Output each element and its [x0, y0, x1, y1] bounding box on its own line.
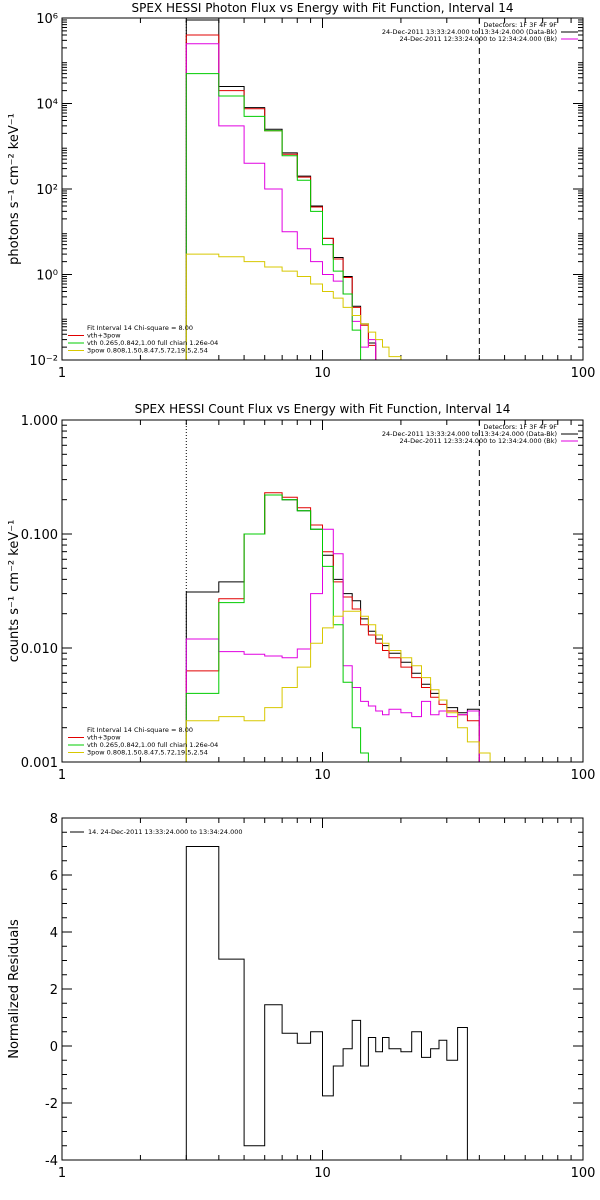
y-axis-label: photons s⁻¹ cm⁻² keV⁻¹	[7, 113, 22, 265]
y-tick-label: 0.100	[21, 528, 58, 543]
legend-top-entry: Detectors: 1F 3F 4F 9F	[483, 21, 557, 29]
x-tick-label: 1	[58, 1166, 66, 1181]
legend-top-entry: 24-Dec-2011 13:33:24.000 to 13:34:24.000…	[382, 430, 557, 438]
chart-panel-3: Normalized Residuals 1 10 100 -4 -2 0 2 4 6 8 14. 2…	[7, 812, 595, 1181]
legend-top-entry: Detectors: 1F 3F 4F 9F	[483, 423, 557, 431]
x-tick-label: 100	[571, 1166, 596, 1181]
y-tick-label: 10²	[36, 183, 58, 198]
y-axis-label: counts s⁻¹ cm⁻² keV⁻¹	[7, 520, 22, 663]
series-line-vth	[185, 73, 480, 360]
series-group	[185, 19, 480, 360]
series-line-data-bk	[185, 19, 480, 360]
x-minor-ticks	[62, 818, 583, 1160]
y-tick-label: 0.001	[21, 756, 58, 771]
x-minor-ticks	[62, 420, 583, 762]
x-tick-label: 100	[571, 366, 596, 381]
y-tick-label: 0	[50, 1040, 58, 1055]
legend-top-entry: 24-Dec-2011 12:33:24.000 to 12:34:24.000…	[400, 437, 558, 445]
x-tick-label: 10	[314, 1166, 331, 1181]
series-line-14-24-dec-2011-13-33-24-000-to-13-34-24-000	[185, 846, 480, 1160]
y-tick-label: -4	[45, 1154, 58, 1169]
series-group	[185, 492, 512, 762]
series-group	[185, 846, 480, 1160]
series-line-bk	[185, 528, 480, 762]
y-tick-label: 10⁴	[36, 98, 58, 113]
legend-bottom-entry: vth 0.265,0.842,1.00 full chian 1.26e-04	[87, 741, 218, 749]
plot-frame	[61, 17, 584, 361]
y-tick-label: 1.000	[21, 414, 58, 429]
plot-frame	[61, 817, 584, 1161]
y-tick-label: 0.010	[21, 642, 58, 657]
x-tick-label: 100	[571, 768, 596, 783]
series-line-vth-3pow	[185, 492, 480, 762]
x-tick-label: 1	[58, 366, 66, 381]
series-line-vth	[185, 494, 480, 762]
legend-top-entry: 24-Dec-2011 12:33:24.000 to 12:34:24.000…	[400, 35, 558, 43]
chart-title: SPEX HESSI Photon Flux vs Energy with Fi…	[132, 1, 514, 15]
legend-top-entry: 24-Dec-2011 13:33:24.000 to 13:34:24.000…	[382, 28, 557, 36]
legend-bottom-entry: vth 0.265,0.842,1.00 full chian 1.26e-04	[87, 339, 218, 347]
legend-bottom-entry: 3pow 0.808,1.50,8.47,5.72,19.5,2.54	[87, 347, 208, 355]
series-line-bk	[185, 43, 480, 360]
chart-panel-2: SPEX HESSI Count Flux vs Energy with Fit…	[7, 402, 595, 783]
y-tick-label: 6	[50, 869, 58, 884]
y-tick-label: 10⁻²	[29, 354, 58, 369]
legend-line-entry: 14. 24-Dec-2011 13:33:24.000 to 13:34:24…	[88, 828, 243, 836]
y-axis-label: Normalized Residuals	[7, 919, 22, 1059]
legend-bottom-entry: vth+3pow	[87, 332, 121, 340]
y-tick-label: 2	[50, 983, 58, 998]
y-tick-label: 10⁰	[36, 269, 58, 284]
x-minor-ticks	[62, 18, 583, 360]
y-tick-label: 10⁶	[36, 12, 58, 27]
legend-bottom-entry: 3pow 0.808,1.50,8.47,5.72,19.5,2.54	[87, 749, 208, 757]
x-tick-label: 10	[314, 366, 331, 381]
y-tick-label: 8	[50, 812, 58, 827]
chart-panel-1: SPEX HESSI Photon Flux vs Energy with Fi…	[7, 1, 595, 381]
series-line-vth-3pow	[185, 34, 480, 360]
plot-frame	[61, 419, 584, 763]
series-line-3pow	[185, 610, 512, 762]
chart-title: SPEX HESSI Count Flux vs Energy with Fit…	[135, 402, 511, 416]
series-line-3pow	[185, 253, 480, 360]
legend-bottom-entry: Fit Interval 14 Chi-square = 8.00	[87, 324, 193, 332]
x-tick-label: 1	[58, 768, 66, 783]
legend-bottom-entry: vth+3pow	[87, 734, 121, 742]
y-tick-label: 4	[50, 926, 58, 941]
legend-bottom-entry: Fit Interval 14 Chi-square = 8.00	[87, 726, 193, 734]
x-tick-label: 10	[314, 768, 331, 783]
y-tick-label: -2	[45, 1097, 58, 1112]
